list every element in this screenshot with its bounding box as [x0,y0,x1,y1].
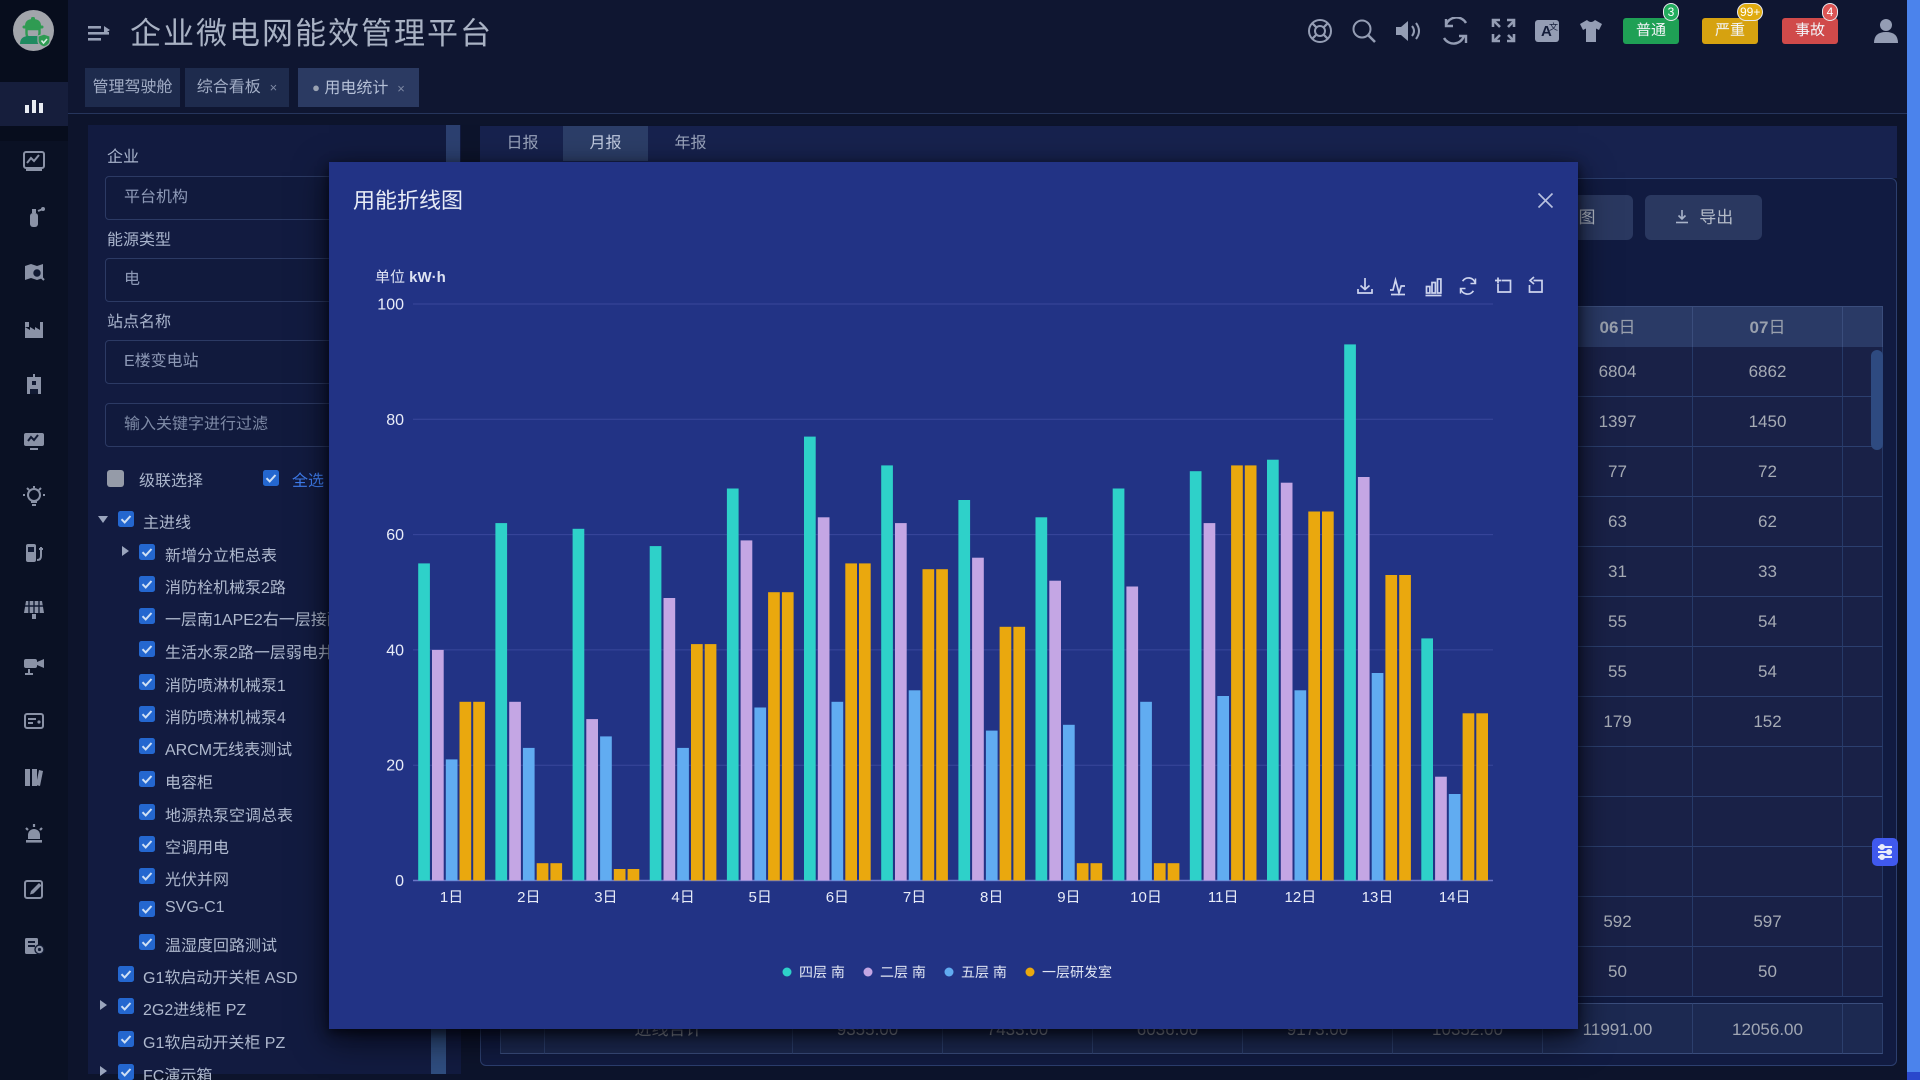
svg-text:0: 0 [395,873,404,890]
svg-text:一层研发室: 一层研发室 [1042,964,1112,980]
svg-text:3日: 3日 [594,889,617,906]
svg-text:四层 南: 四层 南 [799,964,845,980]
svg-text:60: 60 [386,527,404,544]
svg-text:7日: 7日 [903,889,926,906]
svg-text:1日: 1日 [440,889,463,906]
svg-text:4日: 4日 [671,889,694,906]
svg-text:14日: 14日 [1439,889,1471,906]
svg-text:二层 南: 二层 南 [880,964,926,980]
svg-text:10日: 10日 [1130,889,1162,906]
svg-text:40: 40 [386,642,404,659]
svg-text:五层 南: 五层 南 [961,964,1007,980]
svg-text:6日: 6日 [826,889,849,906]
svg-text:11日: 11日 [1208,889,1239,906]
svg-text:12日: 12日 [1285,889,1317,906]
svg-text:80: 80 [386,412,404,429]
svg-text:9日: 9日 [1057,889,1080,906]
svg-text:13日: 13日 [1362,889,1394,906]
svg-text:8日: 8日 [980,889,1003,906]
svg-text:A: A [1541,23,1552,40]
svg-text:20: 20 [386,758,404,775]
svg-text:2日: 2日 [517,889,540,906]
svg-text:文: 文 [1549,20,1558,33]
svg-text:5日: 5日 [749,889,772,906]
svg-text:100: 100 [377,297,404,314]
